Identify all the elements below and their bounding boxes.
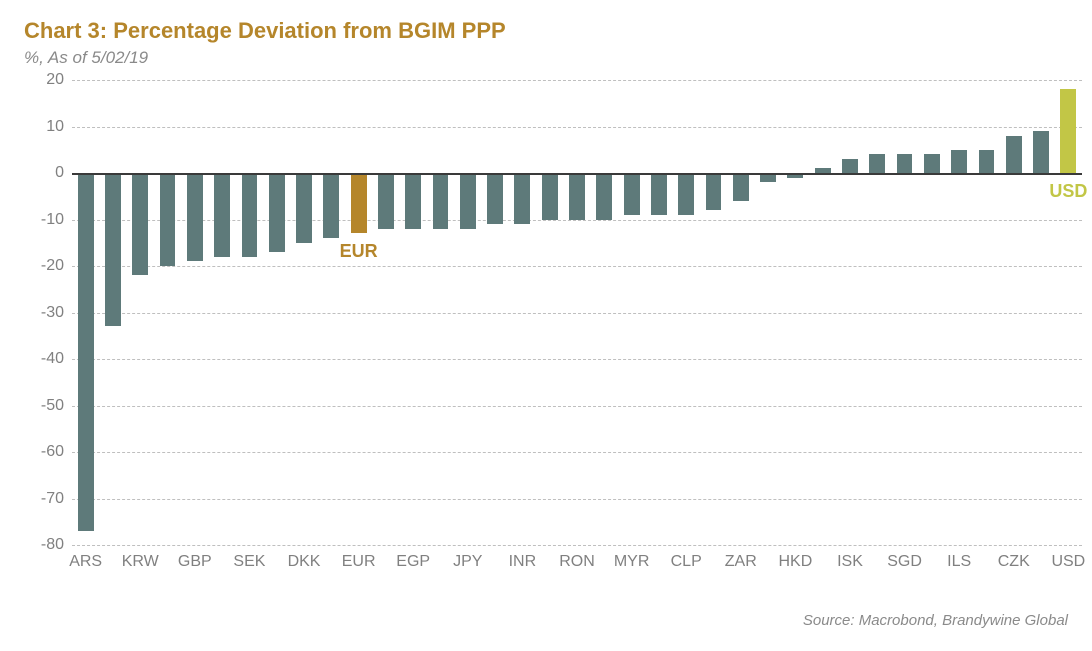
x-axis-label: ARS bbox=[69, 553, 102, 571]
gridline bbox=[72, 406, 1082, 407]
bar-BRL bbox=[651, 173, 667, 215]
y-axis-label: -60 bbox=[24, 443, 64, 461]
x-axis-label: ISK bbox=[837, 553, 863, 571]
bar-SEK bbox=[242, 173, 258, 257]
y-axis-label: -80 bbox=[24, 536, 64, 554]
chart-plot-area: -80-70-60-50-40-30-20-1001020ARSKRWGBPSE… bbox=[72, 80, 1082, 545]
bar-CLP bbox=[678, 173, 694, 215]
y-axis-label: -50 bbox=[24, 397, 64, 415]
y-axis-label: 20 bbox=[24, 71, 64, 89]
bar-USD bbox=[1060, 89, 1076, 173]
bar-IDR bbox=[323, 173, 339, 238]
x-axis-label: ILS bbox=[947, 553, 971, 571]
bar-RUB bbox=[214, 173, 230, 257]
gridline bbox=[72, 313, 1082, 314]
gridline bbox=[72, 499, 1082, 500]
bar-RON bbox=[569, 173, 585, 220]
bar-INR bbox=[514, 173, 530, 224]
bar-ILS bbox=[951, 150, 967, 173]
x-axis-label: CLP bbox=[671, 553, 702, 571]
gridline bbox=[72, 266, 1082, 267]
annotation-usd: USD bbox=[1049, 181, 1087, 202]
chart-subtitle: %, As of 5/02/19 bbox=[24, 48, 1068, 68]
bar-EGP bbox=[405, 173, 421, 229]
bar-HRK bbox=[269, 173, 285, 252]
bar-TWD bbox=[378, 173, 394, 229]
bar-ARS bbox=[78, 173, 94, 531]
bar-JPY bbox=[460, 173, 476, 229]
bar-CZK bbox=[1006, 136, 1022, 173]
bar-NZD bbox=[487, 173, 503, 224]
bar-THB bbox=[1033, 131, 1049, 173]
x-axis-label: CZK bbox=[998, 553, 1030, 571]
y-axis-label: 10 bbox=[24, 118, 64, 136]
y-axis-label: -70 bbox=[24, 490, 64, 508]
bar-PHP bbox=[979, 150, 995, 173]
annotation-eur: EUR bbox=[340, 241, 378, 262]
gridline bbox=[72, 545, 1082, 546]
x-axis-label: ZAR bbox=[725, 553, 757, 571]
x-axis-label: USD bbox=[1051, 553, 1085, 571]
x-axis-label: EGP bbox=[396, 553, 430, 571]
bar-MYR bbox=[624, 173, 640, 215]
x-axis-label: SEK bbox=[233, 553, 265, 571]
y-axis-label: -40 bbox=[24, 350, 64, 368]
bar-MXN bbox=[160, 173, 176, 266]
bar-ISK bbox=[842, 159, 858, 173]
bar-PLN bbox=[596, 173, 612, 220]
x-axis-label: GBP bbox=[178, 553, 212, 571]
x-axis-label: HKD bbox=[778, 553, 812, 571]
gridline bbox=[72, 80, 1082, 81]
bar-EUR bbox=[351, 173, 367, 233]
bar-GBP bbox=[187, 173, 203, 261]
gridline bbox=[72, 359, 1082, 360]
gridline bbox=[72, 452, 1082, 453]
bar-COP bbox=[542, 173, 558, 220]
y-axis-label: 0 bbox=[24, 164, 64, 182]
x-axis-label: DKK bbox=[288, 553, 321, 571]
gridline bbox=[72, 127, 1082, 128]
bar-CHF bbox=[924, 154, 940, 173]
bar-CAD bbox=[869, 154, 885, 173]
x-axis-label: SGD bbox=[887, 553, 922, 571]
bar-HUF bbox=[433, 173, 449, 229]
y-axis-label: -10 bbox=[24, 211, 64, 229]
bar-KRW bbox=[132, 173, 148, 275]
chart-container: Chart 3: Percentage Deviation from BGIM … bbox=[0, 0, 1092, 651]
x-axis-label: EUR bbox=[342, 553, 376, 571]
zero-line bbox=[72, 173, 1082, 175]
bar-ZAR bbox=[733, 173, 749, 201]
x-axis-label: KRW bbox=[122, 553, 159, 571]
chart-source: Source: Macrobond, Brandywine Global bbox=[803, 612, 1068, 629]
x-axis-label: JPY bbox=[453, 553, 482, 571]
x-axis-label: INR bbox=[509, 553, 537, 571]
bar-SGD bbox=[897, 154, 913, 173]
chart-plot-wrap: -80-70-60-50-40-30-20-1001020ARSKRWGBPSE… bbox=[24, 80, 1068, 595]
x-axis-label: MYR bbox=[614, 553, 650, 571]
y-axis-label: -30 bbox=[24, 304, 64, 322]
chart-title: Chart 3: Percentage Deviation from BGIM … bbox=[24, 18, 1068, 44]
bar-NOK bbox=[706, 173, 722, 210]
bar-DKK bbox=[296, 173, 312, 243]
x-axis-label: RON bbox=[559, 553, 595, 571]
bar-AUD bbox=[105, 173, 121, 326]
y-axis-label: -20 bbox=[24, 257, 64, 275]
